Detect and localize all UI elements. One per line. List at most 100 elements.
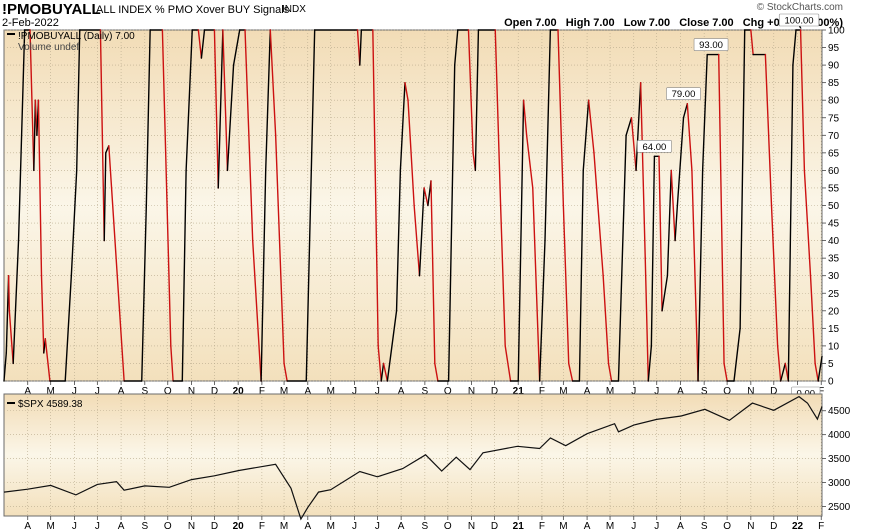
series-segment [809,275,816,365]
series-segment [814,362,819,382]
month-label: J [631,386,636,397]
series-segment [407,99,415,207]
series-segment [33,99,37,172]
month-label: O [723,521,731,532]
month-label: A [398,521,405,532]
month-label: 22 [792,521,804,532]
value-tick-label: 70 [828,131,840,142]
series-segment [232,29,241,66]
series-segment [283,362,288,382]
series-segment [70,169,78,277]
series-segment [733,327,741,382]
series-segment [494,29,502,207]
month-label: J [375,386,380,397]
chart-date: 2-Feb-2022 [2,17,59,29]
ticker-symbol: !PMOBUYALL [2,1,101,18]
series-segment [787,64,794,382]
copyright-label: © StockCharts.com [756,2,843,13]
value-tick-label: 45 [828,219,840,230]
month-label: O [164,521,172,532]
month-label: N [747,521,754,532]
value-tick-label: 100 [828,26,845,37]
month-label: 20 [233,386,245,397]
month-label: F [259,386,265,397]
value-tick-label: 15 [828,324,840,335]
month-label: M [606,521,614,532]
series-segment [544,29,552,242]
month-label: A [118,521,125,532]
month-label: A [398,386,405,397]
spx-panel: A M J J A S O N D 20 F M A M J J A S O N D 21 F M A M J J A S O N D 22 F 25… [3,393,851,532]
month-label: J [352,386,357,397]
series-segment [776,345,782,382]
series-segment [557,29,565,207]
series-segment [170,345,174,382]
month-label: M [47,521,55,532]
series-segment [701,53,708,172]
series-segment [625,117,633,137]
series-segment [244,29,254,242]
series-segment [7,275,11,312]
high-value: High 7.00 [565,17,615,29]
series-segment [582,99,590,172]
value-tick-label: 80 [828,96,840,107]
month-label: D [491,521,498,532]
month-label: O [444,521,452,532]
series-segment [161,29,172,347]
month-label: 20 [233,521,245,532]
month-label: F [259,521,265,532]
pmo-panel: AMJJASOND20FMAMJJASOND21FMAMJJASOND22F05… [3,13,845,400]
series-segment [670,169,676,242]
series-segment [739,29,746,330]
series-segment [803,169,812,277]
series-segment [264,29,271,172]
month-label: D [491,386,498,397]
series-segment [434,362,439,382]
series-segment [538,239,546,382]
month-label: F [818,386,824,397]
series-segment [658,155,663,312]
series-segment [635,81,642,172]
series-segment [817,355,823,382]
value-tick-label: 5 [828,359,834,370]
series-segment [217,29,224,189]
month-label: S [701,521,708,532]
series-segment [251,239,262,382]
month-label: A [677,521,684,532]
month-label: A [118,386,125,397]
series-segment [386,310,398,382]
legend-label: !PMOBUYALL (Daily) 7.00 [18,31,135,42]
month-label: N [747,386,754,397]
month-label: M [327,521,335,532]
month-label: A [677,386,684,397]
month-label: J [95,386,100,397]
annotation-label: 64.00 [643,142,667,153]
series-segment [17,29,26,242]
chart-description: ALL INDEX % PMO Xover BUY Signals [96,4,290,16]
series-segment [103,152,107,242]
legend-swatch [7,33,15,35]
month-label: D [770,521,777,532]
series-segment [799,29,806,172]
month-label: N [188,386,195,397]
month-label: M [559,521,567,532]
series-segment [676,117,685,207]
month-label: S [701,386,708,397]
series-segment [770,204,779,347]
series-segment [697,169,704,382]
series-segment [686,103,693,172]
month-label: O [723,386,731,397]
series-segment [226,64,235,172]
series-segment [639,81,646,259]
series-segment [430,180,436,365]
series-segment [750,29,754,56]
value-tick-label: 20 [828,306,840,317]
annotation-label: 100.00 [785,16,814,27]
series-segment [522,99,528,137]
series-segment [674,204,679,242]
series-segment [418,187,425,277]
month-label: A [24,521,31,532]
month-label: A [304,386,311,397]
series-segment [395,169,402,312]
